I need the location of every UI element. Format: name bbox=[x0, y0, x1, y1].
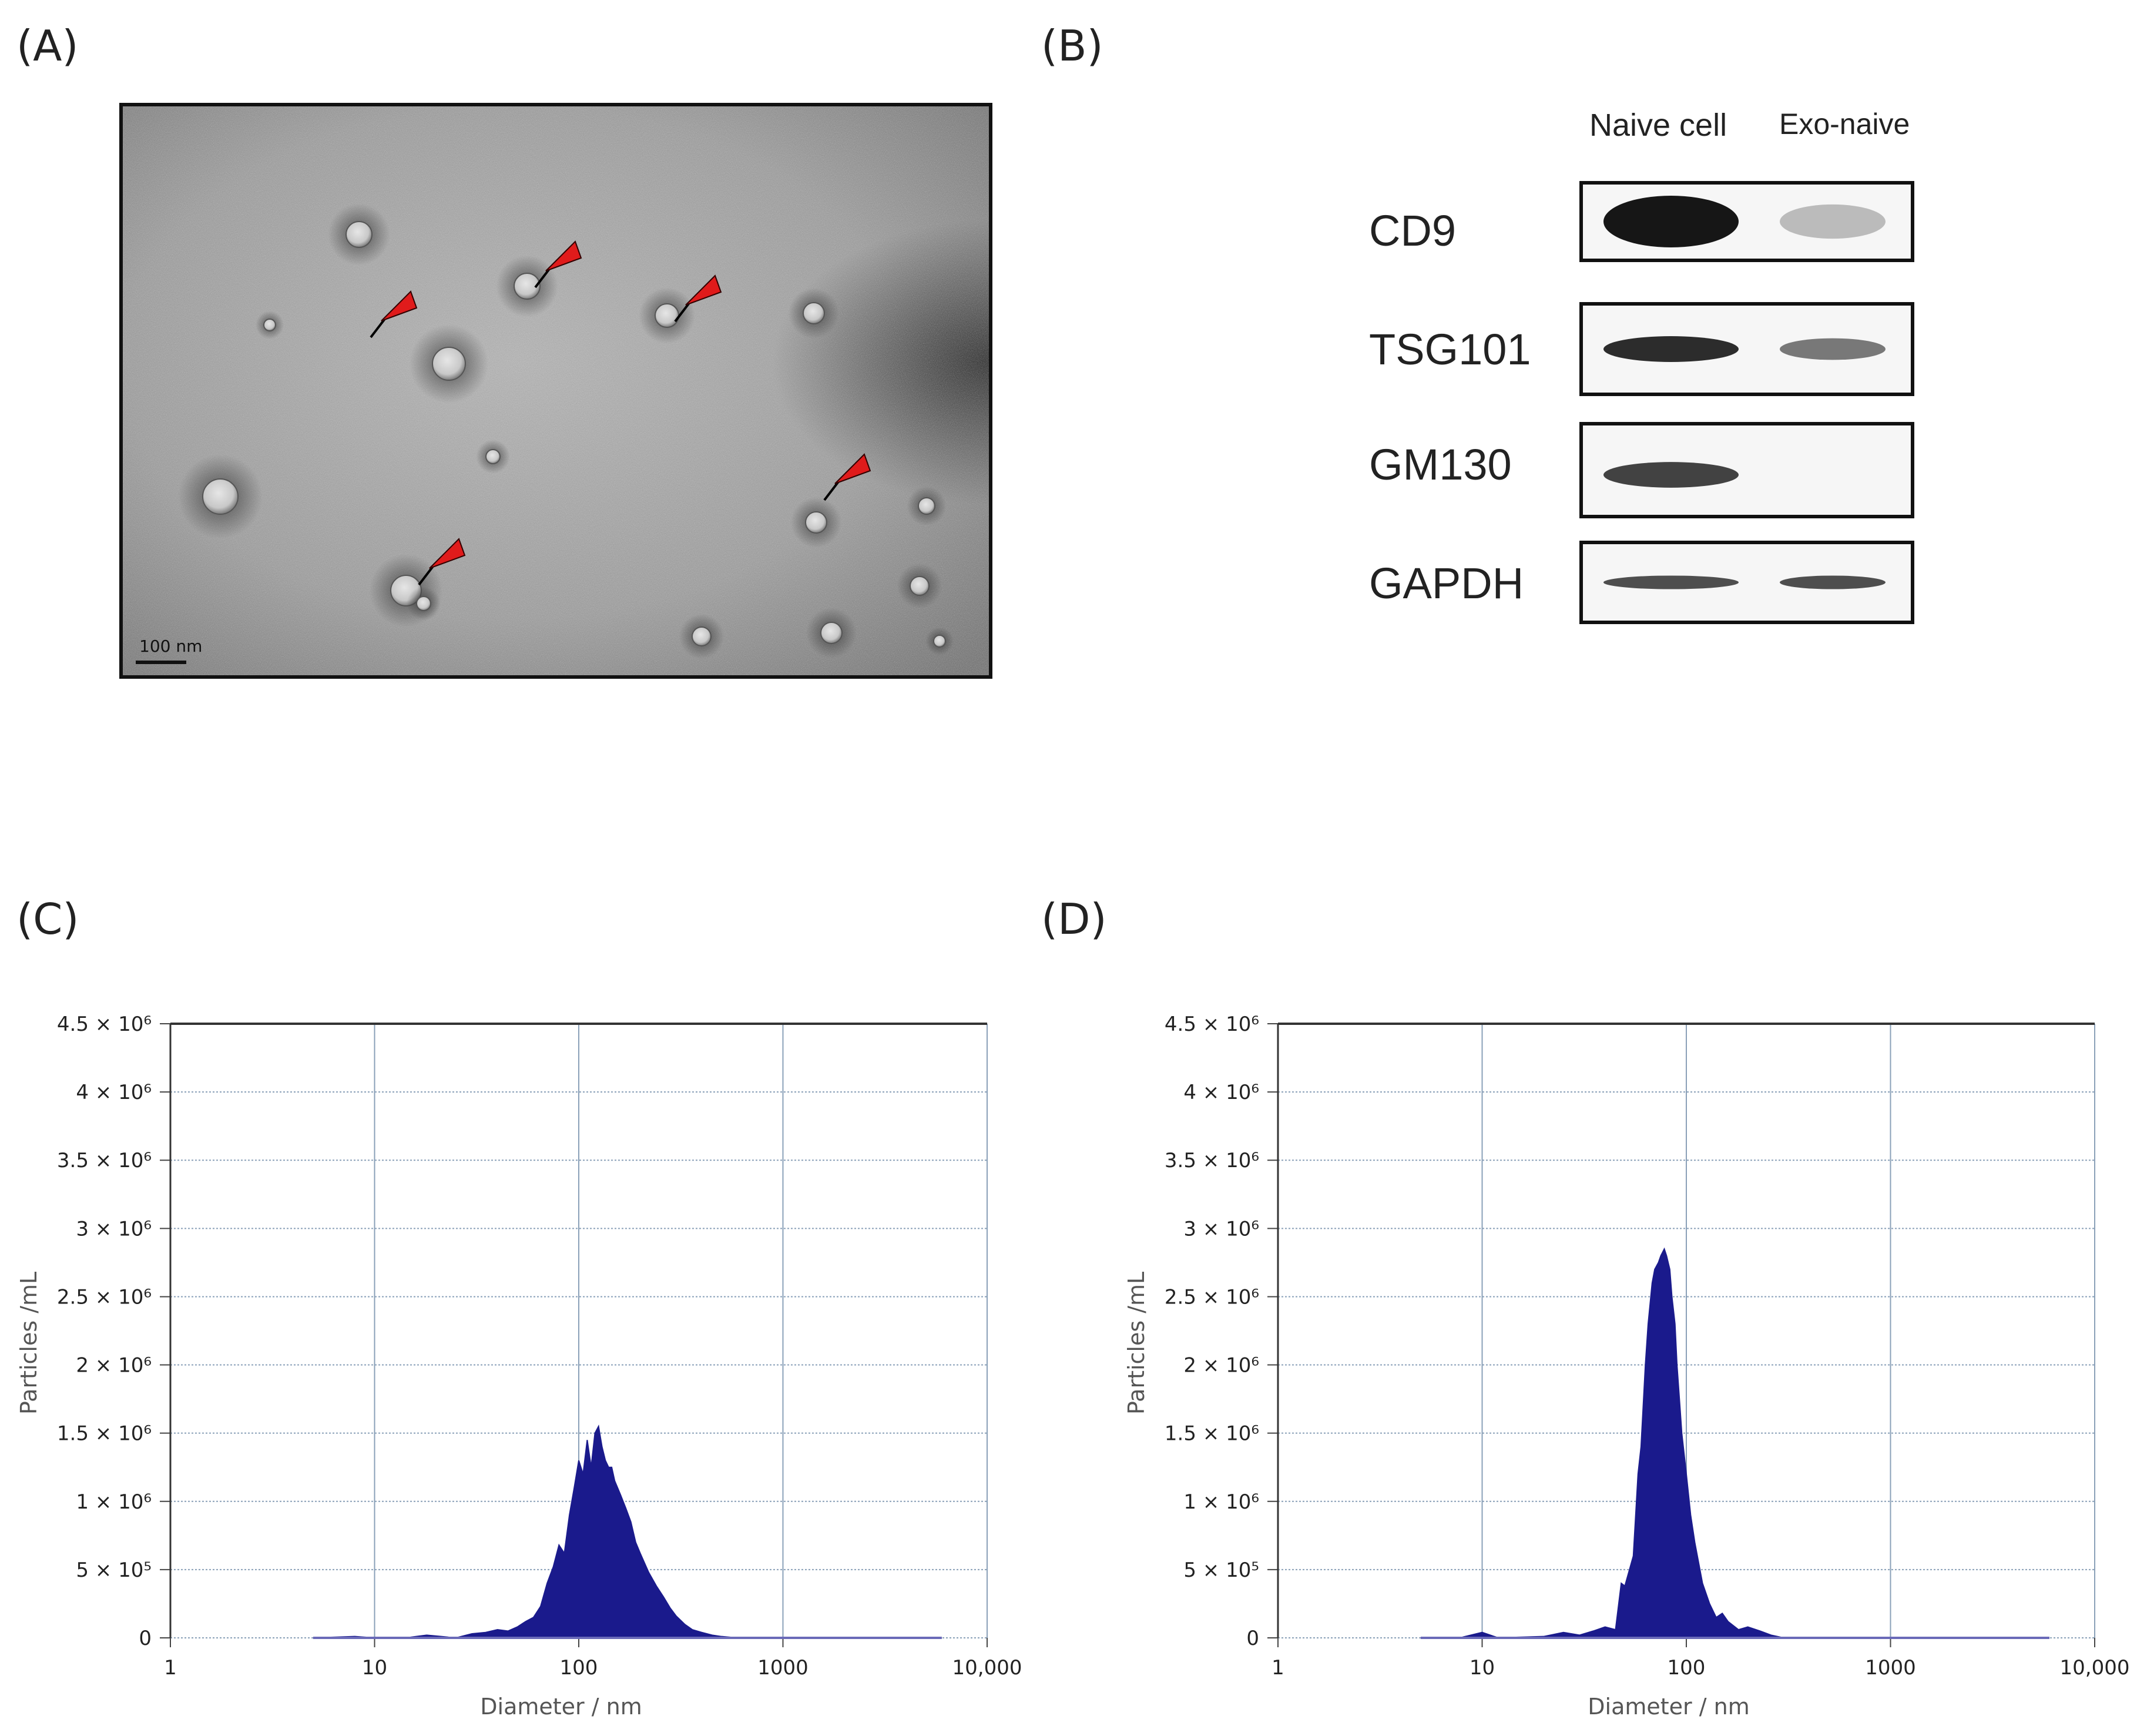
blot-strip-tsg101 bbox=[1579, 302, 1914, 396]
tem-image: 100 nm bbox=[123, 106, 989, 675]
panel-label-d: (D) bbox=[1041, 894, 1107, 944]
extracellular-vesicle bbox=[416, 596, 431, 611]
y-axis-title: Particles /mL bbox=[16, 1272, 42, 1415]
x-tick-label: 1 bbox=[1272, 1656, 1284, 1680]
x-tick-label: 100 bbox=[1668, 1656, 1706, 1680]
gm130-band-naive-cell bbox=[1603, 462, 1739, 488]
cd9-band-naive-cell bbox=[1603, 196, 1739, 247]
extracellular-vesicle bbox=[803, 302, 825, 324]
arrowhead-marker bbox=[418, 538, 466, 586]
extracellular-vesicle bbox=[692, 626, 712, 646]
blot-strip-gm130 bbox=[1579, 422, 1914, 518]
gapdh-band-naive-cell bbox=[1603, 575, 1739, 589]
x-tick-label: 10,000 bbox=[952, 1656, 1022, 1680]
size-distribution-area bbox=[313, 1424, 942, 1639]
extracellular-vesicle bbox=[820, 622, 843, 644]
x-tick-label: 1000 bbox=[757, 1656, 808, 1680]
y-tick-label: 4 × 10⁶ bbox=[76, 1081, 152, 1104]
histogram-c-svg: 0 5 × 10⁵ 1 × 10⁶ 1.5 × 10⁶ 2 × 10⁶ 2.5 × 10⁶… bbox=[16, 1013, 1022, 1720]
y-tick-label: 0 bbox=[1246, 1627, 1259, 1650]
extracellular-vesicle bbox=[910, 576, 930, 596]
blot-strip-gapdh bbox=[1579, 541, 1914, 624]
histogram-d: 0 5 × 10⁵ 1 × 10⁶ 1.5 × 10⁶ 2 × 10⁶ 2.5 × 10⁶… bbox=[1108, 999, 2136, 1722]
protein-label-gapdh: GAPDH bbox=[1369, 559, 1524, 608]
extracellular-vesicle bbox=[202, 478, 239, 515]
extracellular-vesicle bbox=[805, 511, 827, 534]
x-tick-label: 10,000 bbox=[2060, 1656, 2130, 1680]
tem-micrograph: 100 nm bbox=[119, 103, 992, 679]
x-tick-label: 1 bbox=[164, 1656, 177, 1680]
y-tick-label: 1 × 10⁶ bbox=[76, 1490, 152, 1514]
arrowhead-marker bbox=[370, 290, 418, 339]
extracellular-vesicle bbox=[918, 497, 935, 515]
column-label-exo-naive: Exo-naive bbox=[1779, 108, 1910, 140]
scale-bar-label: 100 nm bbox=[139, 636, 202, 656]
y-tick-label: 0 bbox=[139, 1627, 152, 1650]
y-tick-label: 2.5 × 10⁶ bbox=[1165, 1285, 1259, 1309]
extracellular-vesicle bbox=[263, 319, 276, 331]
panel-label-a: (A) bbox=[16, 21, 79, 71]
y-tick-label: 5 × 10⁵ bbox=[76, 1559, 152, 1582]
x-tick-label: 100 bbox=[560, 1656, 598, 1680]
extracellular-vesicle bbox=[933, 635, 946, 648]
protein-label-tsg101: TSG101 bbox=[1369, 325, 1531, 374]
protein-label-cd9: CD9 bbox=[1369, 206, 1457, 255]
y-tick-label: 1 × 10⁶ bbox=[1183, 1490, 1259, 1514]
extracellular-vesicle bbox=[345, 221, 373, 248]
extracellular-vesicle bbox=[514, 273, 541, 300]
size-distribution-area bbox=[1420, 1247, 2049, 1639]
tsg101-band-naive-cell bbox=[1603, 336, 1739, 362]
y-tick-label: 1.5 × 10⁶ bbox=[1165, 1422, 1259, 1446]
cd9-band-exo-naive bbox=[1780, 204, 1886, 239]
blot-strip-cd9 bbox=[1579, 181, 1914, 262]
y-tick-label: 3.5 × 10⁶ bbox=[1165, 1149, 1259, 1172]
y-tick-label: 4.5 × 10⁶ bbox=[1165, 1013, 1259, 1036]
x-axis-title: Diameter / nm bbox=[480, 1694, 642, 1720]
gapdh-band-exo-naive bbox=[1780, 575, 1886, 589]
x-tick-label: 10 bbox=[362, 1656, 387, 1680]
x-axis-title: Diameter / nm bbox=[1588, 1694, 1749, 1720]
y-tick-label: 4.5 × 10⁶ bbox=[57, 1013, 152, 1036]
x-tick-label: 10 bbox=[1470, 1656, 1495, 1680]
arrowhead-marker bbox=[674, 274, 722, 323]
y-tick-label: 2 × 10⁶ bbox=[1183, 1354, 1259, 1378]
histogram-d-svg: 0 5 × 10⁵ 1 × 10⁶ 1.5 × 10⁶ 2 × 10⁶ 2.5 × 10⁶… bbox=[1123, 1013, 2130, 1720]
extracellular-vesicle bbox=[485, 449, 501, 464]
y-tick-label: 4 × 10⁶ bbox=[1183, 1081, 1259, 1104]
extracellular-vesicle bbox=[655, 303, 679, 328]
protein-label-gm130: GM130 bbox=[1369, 440, 1512, 489]
panel-label-c: (C) bbox=[16, 894, 79, 944]
extracellular-vesicle bbox=[432, 347, 466, 381]
panel-label-b: (B) bbox=[1041, 21, 1103, 71]
y-tick-label: 2.5 × 10⁶ bbox=[57, 1285, 152, 1309]
y-tick-label: 2 × 10⁶ bbox=[76, 1354, 152, 1378]
y-tick-label: 5 × 10⁵ bbox=[1183, 1559, 1259, 1582]
y-tick-label: 3 × 10⁶ bbox=[1183, 1217, 1259, 1241]
y-tick-label: 1.5 × 10⁶ bbox=[57, 1422, 152, 1446]
column-label-naive-cell: Naive cell bbox=[1589, 108, 1727, 143]
y-tick-label: 3 × 10⁶ bbox=[76, 1217, 152, 1241]
y-tick-label: 3.5 × 10⁶ bbox=[57, 1149, 152, 1172]
histogram-c: 0 5 × 10⁵ 1 × 10⁶ 1.5 × 10⁶ 2 × 10⁶ 2.5 × 10⁶… bbox=[0, 999, 1028, 1722]
tsg101-band-exo-naive bbox=[1780, 338, 1886, 360]
x-tick-label: 1000 bbox=[1865, 1656, 1916, 1680]
arrowhead-marker bbox=[823, 453, 871, 501]
arrowhead-marker bbox=[534, 240, 582, 289]
y-axis-title: Particles /mL bbox=[1123, 1272, 1149, 1415]
